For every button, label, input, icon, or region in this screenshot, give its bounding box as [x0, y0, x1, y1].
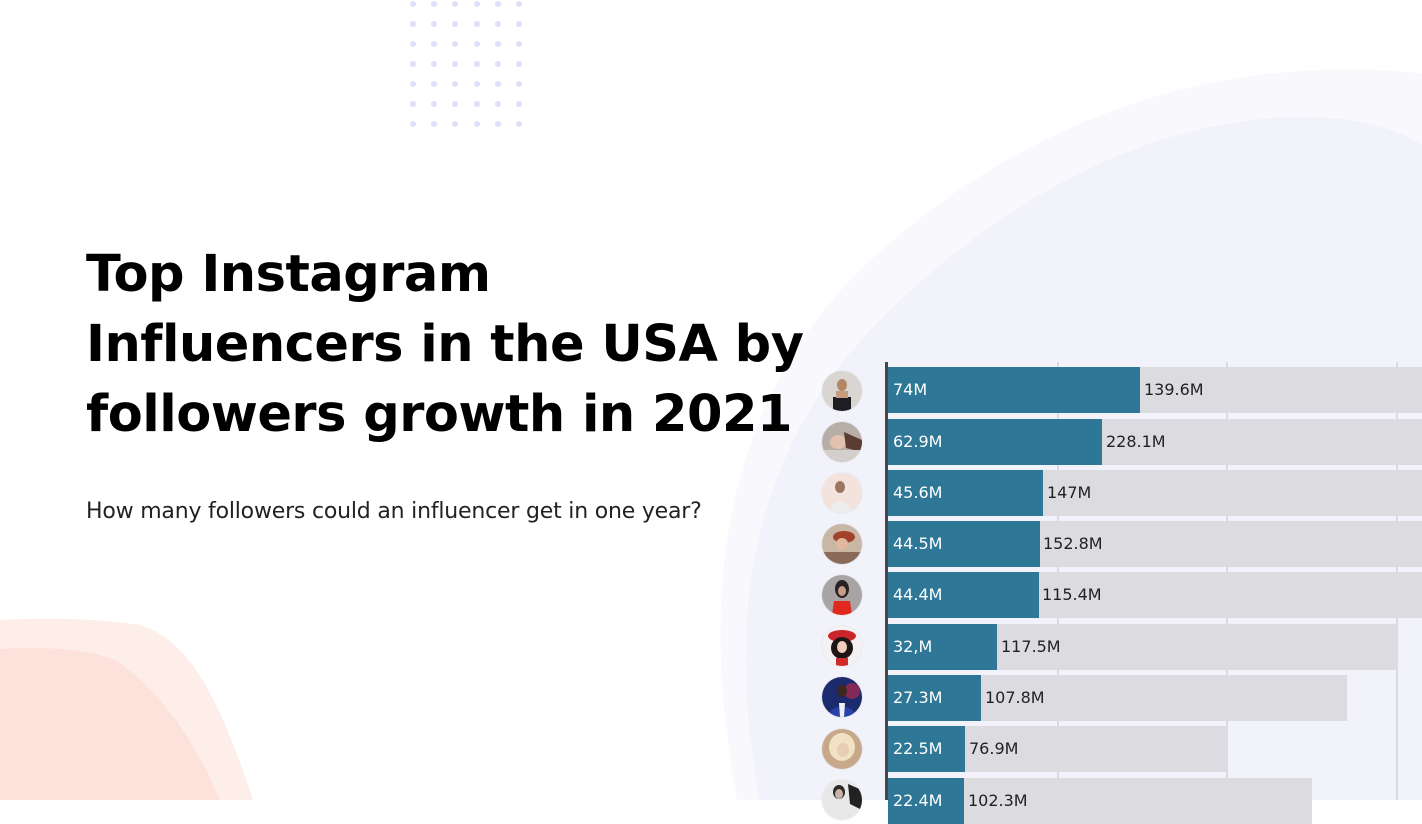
followers-label: 152.8M [1043, 534, 1103, 553]
growth-bar [888, 726, 965, 772]
followers-label: 115.4M [1042, 585, 1102, 604]
growth-label: 74M [893, 380, 928, 399]
bar-chart: 74M 139.6M 62.9M 228.1M 45.6M 147M 44.5M… [822, 362, 1422, 824]
growth-bar [888, 367, 1140, 413]
avatar [822, 626, 862, 666]
avatar [822, 524, 862, 564]
followers-label: 139.6M [1144, 380, 1204, 399]
growth-bar [888, 675, 981, 721]
growth-bar [888, 521, 1040, 567]
avatar [822, 575, 862, 615]
avatar [822, 780, 862, 820]
followers-label: 102.3M [968, 791, 1028, 810]
growth-bar [888, 419, 1102, 465]
growth-label: 22.5M [893, 739, 943, 758]
avatar [822, 729, 862, 769]
growth-label: 32,M [893, 637, 933, 656]
avatar [822, 371, 862, 411]
growth-label: 22.4M [893, 791, 943, 810]
followers-label: 107.8M [985, 688, 1045, 707]
page-title: Top Instagram Influencers in the USA by … [86, 245, 804, 444]
followers-label: 117.5M [1001, 637, 1061, 656]
y-axis-line [885, 362, 888, 800]
followers-label: 228.1M [1106, 432, 1166, 451]
page-subtitle: How many followers could an influencer g… [86, 499, 702, 524]
avatar [822, 422, 862, 462]
followers-label: 76.9M [969, 739, 1019, 758]
followers-label: 147M [1047, 483, 1092, 502]
growth-label: 44.4M [893, 585, 943, 604]
growth-label: 45.6M [893, 483, 943, 502]
growth-label: 44.5M [893, 534, 943, 553]
growth-bar [888, 624, 997, 670]
growth-bar [888, 470, 1043, 516]
avatar [822, 677, 862, 717]
avatar [822, 473, 862, 513]
growth-label: 27.3M [893, 688, 943, 707]
growth-bar [888, 572, 1039, 618]
growth-label: 62.9M [893, 432, 943, 451]
